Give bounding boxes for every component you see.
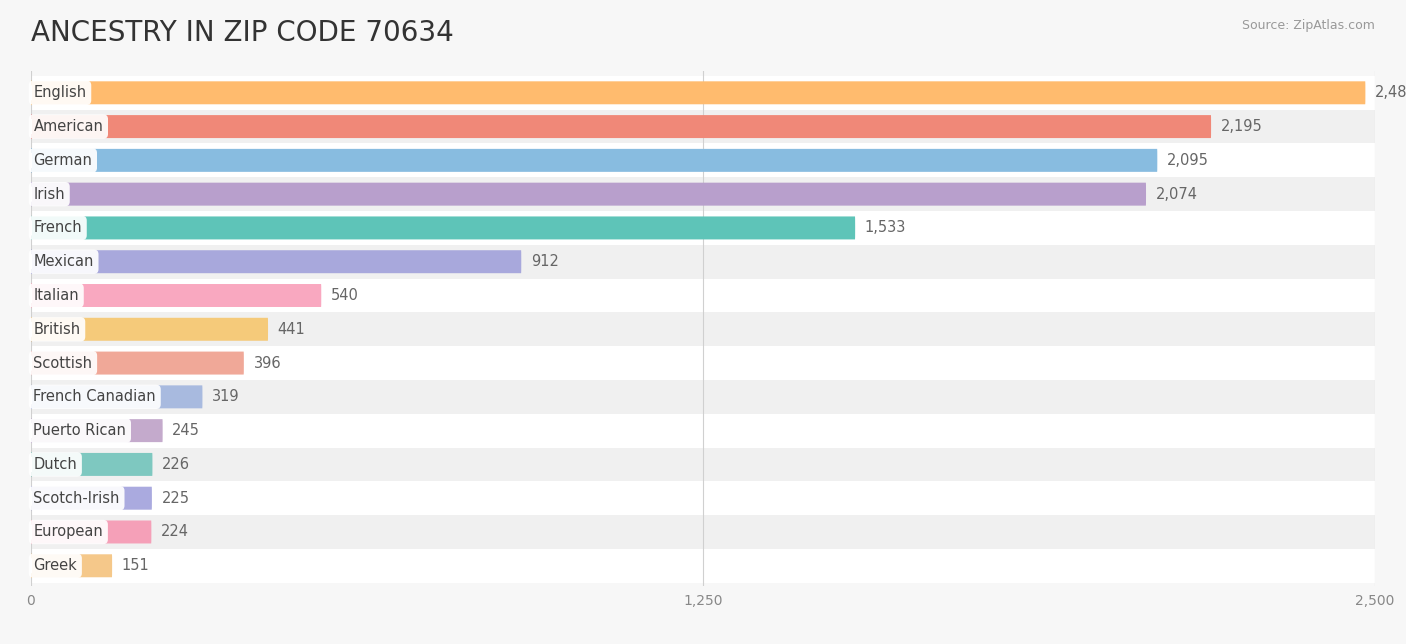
Text: 2,195: 2,195 bbox=[1220, 119, 1263, 134]
Text: 912: 912 bbox=[531, 254, 558, 269]
Text: Greek: Greek bbox=[34, 558, 77, 573]
FancyBboxPatch shape bbox=[31, 520, 152, 544]
FancyBboxPatch shape bbox=[31, 317, 269, 341]
FancyBboxPatch shape bbox=[31, 81, 1365, 104]
FancyBboxPatch shape bbox=[31, 183, 1146, 205]
Bar bbox=[31, 76, 1375, 109]
Text: 2,482: 2,482 bbox=[1375, 85, 1406, 100]
Bar bbox=[31, 515, 1375, 549]
Bar bbox=[31, 109, 1375, 144]
Text: Mexican: Mexican bbox=[34, 254, 94, 269]
Bar bbox=[31, 346, 1375, 380]
Text: English: English bbox=[34, 85, 87, 100]
Text: American: American bbox=[34, 119, 103, 134]
FancyBboxPatch shape bbox=[31, 284, 321, 307]
Bar bbox=[31, 177, 1375, 211]
Text: 1,533: 1,533 bbox=[865, 220, 907, 236]
FancyBboxPatch shape bbox=[31, 216, 855, 240]
FancyBboxPatch shape bbox=[31, 115, 1211, 138]
Text: British: British bbox=[34, 322, 80, 337]
Bar bbox=[31, 481, 1375, 515]
Text: Irish: Irish bbox=[34, 187, 65, 202]
Text: 2,074: 2,074 bbox=[1156, 187, 1198, 202]
Text: 2,095: 2,095 bbox=[1167, 153, 1209, 168]
FancyBboxPatch shape bbox=[31, 453, 152, 476]
Text: European: European bbox=[34, 524, 103, 540]
Text: 226: 226 bbox=[162, 457, 190, 472]
Bar bbox=[31, 312, 1375, 346]
Bar bbox=[31, 211, 1375, 245]
FancyBboxPatch shape bbox=[31, 149, 1157, 172]
FancyBboxPatch shape bbox=[31, 419, 163, 442]
Bar bbox=[31, 279, 1375, 312]
Text: Source: ZipAtlas.com: Source: ZipAtlas.com bbox=[1241, 19, 1375, 32]
Bar bbox=[31, 413, 1375, 448]
Text: 396: 396 bbox=[253, 355, 281, 370]
Text: 319: 319 bbox=[212, 390, 240, 404]
FancyBboxPatch shape bbox=[31, 487, 152, 509]
Text: Scotch-Irish: Scotch-Irish bbox=[34, 491, 120, 506]
FancyBboxPatch shape bbox=[31, 385, 202, 408]
FancyBboxPatch shape bbox=[31, 251, 522, 273]
Text: 224: 224 bbox=[162, 524, 188, 540]
Text: Puerto Rican: Puerto Rican bbox=[34, 423, 127, 438]
Text: ANCESTRY IN ZIP CODE 70634: ANCESTRY IN ZIP CODE 70634 bbox=[31, 19, 454, 47]
Text: Dutch: Dutch bbox=[34, 457, 77, 472]
Text: 151: 151 bbox=[122, 558, 149, 573]
Text: 225: 225 bbox=[162, 491, 190, 506]
Bar bbox=[31, 380, 1375, 413]
FancyBboxPatch shape bbox=[31, 554, 112, 577]
Text: 441: 441 bbox=[278, 322, 305, 337]
Text: German: German bbox=[34, 153, 93, 168]
FancyBboxPatch shape bbox=[31, 352, 243, 375]
Bar bbox=[31, 144, 1375, 177]
Bar bbox=[31, 245, 1375, 279]
Text: French Canadian: French Canadian bbox=[34, 390, 156, 404]
Bar bbox=[31, 549, 1375, 583]
Text: Scottish: Scottish bbox=[34, 355, 93, 370]
Text: French: French bbox=[34, 220, 82, 236]
Text: 540: 540 bbox=[330, 288, 359, 303]
Bar bbox=[31, 448, 1375, 481]
Text: Italian: Italian bbox=[34, 288, 79, 303]
Text: 245: 245 bbox=[173, 423, 200, 438]
